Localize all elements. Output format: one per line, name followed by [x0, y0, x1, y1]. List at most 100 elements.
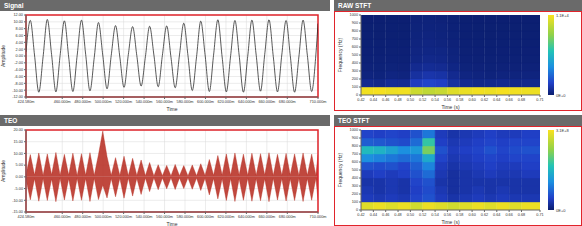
svg-text:700: 700 — [352, 37, 358, 41]
svg-text:0.46: 0.46 — [382, 213, 389, 217]
svg-text:680.000m: 680.000m — [279, 100, 296, 104]
svg-text:424.580m: 424.580m — [18, 100, 35, 104]
svg-text:580.000m: 580.000m — [177, 100, 194, 104]
svg-text:0.68: 0.68 — [518, 213, 525, 217]
svg-text:0: 0 — [356, 93, 358, 97]
svg-text:1000: 1000 — [350, 13, 358, 17]
svg-text:0.60: 0.60 — [468, 98, 475, 102]
svg-text:710.000m: 710.000m — [310, 215, 327, 219]
svg-text:0.48: 0.48 — [394, 213, 401, 217]
svg-text:0.71: 0.71 — [536, 98, 543, 102]
svg-text:660.000m: 660.000m — [258, 100, 275, 104]
svg-text:640.000m: 640.000m — [238, 215, 255, 219]
svg-text:100: 100 — [352, 85, 358, 89]
svg-text:1000: 1000 — [350, 128, 358, 132]
svg-text:300: 300 — [352, 184, 358, 188]
svg-text:640.000m: 640.000m — [238, 100, 255, 104]
svg-text:424.580m: 424.580m — [18, 215, 35, 219]
svg-text:700: 700 — [352, 152, 358, 156]
svg-text:0.00: 0.00 — [16, 175, 23, 179]
svg-text:-5.00: -5.00 — [14, 187, 23, 191]
svg-text:0.64: 0.64 — [493, 98, 500, 102]
svg-text:20.00: 20.00 — [13, 128, 23, 132]
svg-text:520.000m: 520.000m — [115, 215, 132, 219]
svg-text:-2.00: -2.00 — [14, 61, 23, 65]
svg-text:480.000m: 480.000m — [74, 100, 91, 104]
svg-text:10.00: 10.00 — [13, 152, 23, 156]
svg-text:8.00: 8.00 — [16, 27, 23, 31]
svg-text:0.00: 0.00 — [16, 54, 23, 58]
svg-text:0.56: 0.56 — [444, 213, 451, 217]
svg-text:300: 300 — [352, 69, 358, 73]
svg-text:460.000m: 460.000m — [54, 100, 71, 104]
svg-text:500.000m: 500.000m — [95, 215, 112, 219]
svg-text:710.000m: 710.000m — [310, 100, 327, 104]
svg-text:900: 900 — [352, 136, 358, 140]
svg-text:-6.00: -6.00 — [14, 75, 23, 79]
svg-text:600: 600 — [352, 45, 358, 49]
svg-text:540.000m: 540.000m — [136, 100, 153, 104]
svg-text:0.58: 0.58 — [456, 213, 463, 217]
svg-text:6.00: 6.00 — [16, 34, 23, 38]
svg-text:560.000m: 560.000m — [156, 215, 173, 219]
svg-text:400: 400 — [352, 176, 358, 180]
svg-text:-8.00: -8.00 — [14, 82, 23, 86]
svg-text:540.000m: 540.000m — [136, 215, 153, 219]
svg-text:0.44: 0.44 — [370, 98, 377, 102]
svg-text:500.000m: 500.000m — [95, 100, 112, 104]
svg-text:200: 200 — [352, 77, 358, 81]
svg-text:0.58: 0.58 — [456, 98, 463, 102]
svg-text:Time: Time — [167, 106, 178, 111]
svg-text:0.46: 0.46 — [382, 98, 389, 102]
svg-text:600.000m: 600.000m — [197, 100, 214, 104]
svg-text:Time (s): Time (s) — [441, 104, 459, 110]
svg-text:900: 900 — [352, 21, 358, 25]
svg-text:600.000m: 600.000m — [197, 215, 214, 219]
svg-text:12.00: 12.00 — [13, 13, 23, 17]
svg-text:-10.00: -10.00 — [12, 89, 23, 93]
svg-text:0.62: 0.62 — [481, 213, 488, 217]
svg-text:4.00: 4.00 — [16, 41, 23, 45]
svg-text:0.48: 0.48 — [394, 98, 401, 102]
svg-text:0.60: 0.60 — [468, 213, 475, 217]
svg-text:0.54: 0.54 — [431, 213, 438, 217]
svg-text:620.000m: 620.000m — [217, 100, 234, 104]
svg-text:-15.00: -15.00 — [12, 210, 23, 214]
svg-text:10.00: 10.00 — [13, 20, 23, 24]
svg-text:100: 100 — [352, 200, 358, 204]
svg-text:0.68: 0.68 — [518, 98, 525, 102]
svg-text:800: 800 — [352, 29, 358, 33]
svg-text:0.50: 0.50 — [407, 213, 414, 217]
svg-text:620.000m: 620.000m — [217, 215, 234, 219]
svg-text:520.000m: 520.000m — [115, 100, 132, 104]
svg-text:580.000m: 580.000m — [177, 215, 194, 219]
svg-text:-10.00: -10.00 — [12, 199, 23, 203]
svg-text:0.66: 0.66 — [505, 213, 512, 217]
svg-text:500: 500 — [352, 168, 358, 172]
svg-text:560.000m: 560.000m — [156, 100, 173, 104]
svg-text:0.42: 0.42 — [357, 98, 364, 102]
svg-text:-12.00: -12.00 — [12, 95, 23, 99]
svg-text:400: 400 — [352, 61, 358, 65]
svg-text:0.62: 0.62 — [481, 98, 488, 102]
svg-text:0.50: 0.50 — [407, 98, 414, 102]
svg-text:800: 800 — [352, 144, 358, 148]
svg-text:480.000m: 480.000m — [74, 215, 91, 219]
svg-text:0.52: 0.52 — [419, 98, 426, 102]
svg-text:600: 600 — [352, 160, 358, 164]
svg-text:500: 500 — [352, 53, 358, 57]
svg-text:680.000m: 680.000m — [279, 215, 296, 219]
svg-text:0.52: 0.52 — [419, 213, 426, 217]
svg-text:Time (s): Time (s) — [441, 219, 459, 225]
svg-text:0.44: 0.44 — [370, 213, 377, 217]
svg-text:2.00: 2.00 — [16, 48, 23, 52]
svg-text:15.00: 15.00 — [13, 140, 23, 144]
svg-text:0: 0 — [356, 208, 358, 212]
svg-text:0.71: 0.71 — [536, 213, 543, 217]
svg-text:0.56: 0.56 — [444, 98, 451, 102]
svg-text:Time: Time — [167, 221, 178, 226]
svg-text:0.42: 0.42 — [357, 213, 364, 217]
svg-text:5.00: 5.00 — [16, 163, 23, 167]
svg-text:0.66: 0.66 — [505, 98, 512, 102]
svg-text:460.000m: 460.000m — [54, 215, 71, 219]
